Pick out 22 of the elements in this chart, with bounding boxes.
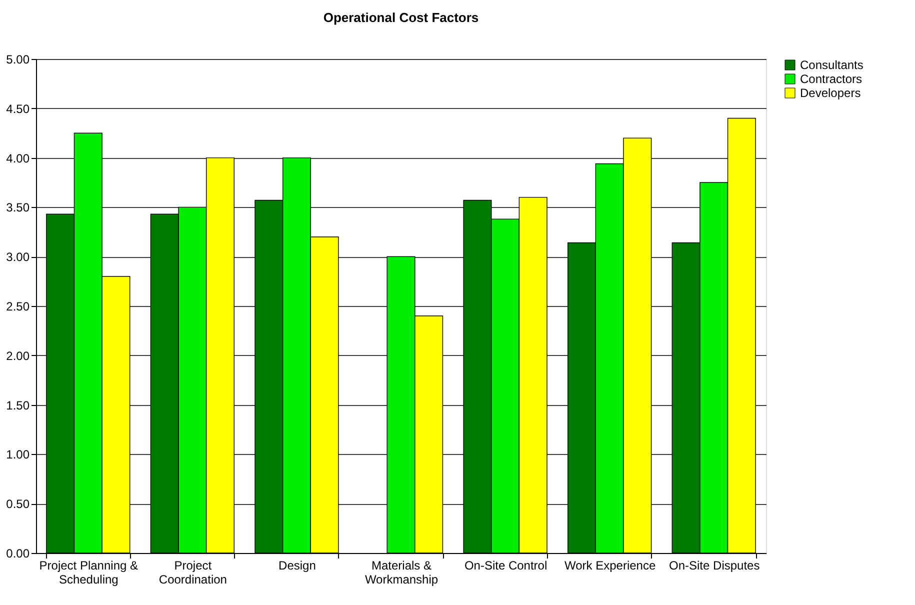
x-tick-label: Project Planning & Scheduling — [39, 558, 138, 586]
chart-title: Operational Cost Factors — [323, 10, 479, 25]
y-tick-label: 2.00 — [6, 348, 30, 363]
y-tick-label: 1.00 — [6, 448, 30, 462]
y-tick-label: 4.00 — [6, 151, 30, 166]
y-tick-label: 0.00 — [6, 546, 30, 560]
y-tick-label: 5.00 — [6, 52, 30, 66]
legend-label: Developers — [800, 86, 861, 100]
y-tick-label: 2.50 — [6, 300, 30, 314]
legend-label: Contractors — [800, 72, 862, 86]
x-tick-label: Materials & Workmanship — [364, 558, 438, 586]
x-tick-label: Project Coordination — [158, 558, 227, 586]
y-tick-label: 3.50 — [6, 200, 30, 215]
x-tick-label: Design — [278, 558, 316, 572]
y-tick-label: 1.50 — [6, 398, 30, 412]
x-tick-label: On-Site Control — [464, 558, 548, 572]
y-tick-label: 0.50 — [6, 497, 30, 512]
legend-label: Consultants — [800, 58, 864, 72]
x-tick-label: On-Site Disputes — [669, 558, 760, 572]
x-tick-label: Work Experience — [564, 558, 656, 572]
y-tick-label: 3.00 — [6, 250, 30, 264]
y-tick-label: 4.50 — [6, 102, 30, 116]
